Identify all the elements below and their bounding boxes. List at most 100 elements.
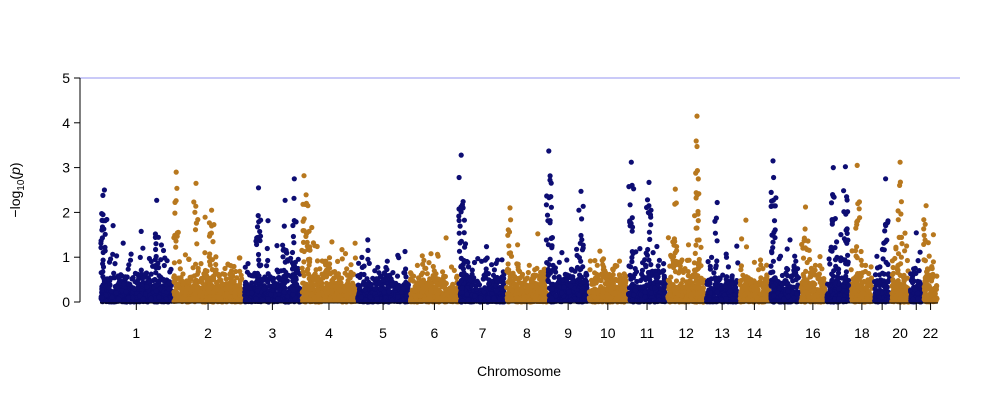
snp-point	[420, 261, 426, 267]
snp-point	[351, 287, 357, 293]
snp-point	[180, 271, 186, 277]
snp-point	[148, 295, 154, 301]
snp-point	[427, 293, 433, 299]
snp-point	[535, 289, 541, 295]
snp-point	[608, 286, 614, 292]
snp-point	[220, 271, 226, 277]
snp-point	[637, 246, 643, 252]
snp-point	[397, 299, 403, 305]
snp-point	[587, 258, 594, 264]
snp-point	[424, 271, 430, 277]
snp-point	[161, 262, 167, 269]
snp-point	[698, 244, 704, 250]
snp-point	[631, 292, 637, 298]
snp-point	[665, 235, 672, 241]
snp-point	[123, 289, 129, 295]
snp-point	[319, 258, 325, 264]
snp-point	[171, 260, 177, 266]
snp-point	[584, 272, 590, 278]
snp-point	[597, 248, 603, 254]
snp-point	[564, 277, 570, 283]
snp-point	[166, 280, 172, 286]
snp-point	[336, 276, 342, 282]
snp-point	[158, 242, 164, 248]
snp-point	[255, 251, 262, 258]
snp-point	[351, 282, 357, 288]
snp-point	[138, 267, 144, 273]
snp-point	[373, 276, 380, 282]
snp-point	[111, 270, 117, 276]
snp-point	[258, 262, 264, 268]
snp-point	[228, 278, 234, 284]
snp-point	[652, 285, 658, 291]
snp-point	[514, 295, 520, 301]
snp-point	[616, 258, 623, 264]
snp-point	[632, 266, 638, 272]
snp-point	[376, 270, 382, 276]
snp-point	[594, 271, 600, 277]
snp-point	[727, 288, 734, 294]
snp-point	[271, 283, 277, 289]
snp-point	[109, 294, 115, 300]
snp-point	[656, 257, 663, 263]
snp-point	[687, 278, 693, 284]
snp-point	[483, 270, 489, 276]
snp-point	[465, 264, 471, 270]
snp-point	[276, 287, 283, 293]
snp-point	[434, 251, 441, 257]
snp-point	[608, 295, 614, 301]
data-points	[98, 113, 940, 305]
snp-point	[227, 294, 233, 300]
snp-point	[465, 297, 471, 303]
snp-point	[110, 251, 116, 257]
snp-point	[186, 279, 192, 285]
snp-point	[142, 271, 148, 277]
snp-point	[610, 281, 617, 287]
snp-point	[574, 265, 581, 271]
snp-point	[493, 288, 500, 294]
snp-point	[183, 290, 189, 296]
snp-point	[314, 243, 320, 250]
snp-point	[561, 284, 567, 290]
snp-point	[384, 258, 390, 264]
snp-point	[356, 260, 362, 266]
snp-point	[130, 294, 136, 301]
snp-point	[375, 264, 381, 270]
snp-point	[199, 293, 205, 299]
snp-point	[405, 282, 411, 288]
snp-point	[653, 272, 659, 278]
snp-point	[176, 275, 182, 281]
snp-point	[168, 266, 174, 272]
snp-point	[568, 297, 574, 303]
snp-point	[408, 299, 414, 305]
snp-point	[532, 267, 538, 273]
snp-point	[184, 285, 190, 292]
snp-point	[357, 274, 363, 280]
snp-point	[202, 298, 208, 304]
snp-point	[160, 247, 167, 254]
snp-point	[411, 273, 417, 279]
snp-point	[242, 264, 248, 270]
snp-point	[743, 217, 749, 223]
snp-point	[722, 283, 729, 289]
snp-point	[315, 286, 321, 293]
snp-point	[586, 289, 593, 295]
snp-point	[341, 288, 347, 294]
snp-point	[198, 276, 204, 282]
snp-point	[564, 272, 570, 278]
snp-point	[559, 290, 565, 296]
snp-point	[642, 289, 648, 295]
snp-point	[423, 265, 429, 271]
snp-point	[138, 228, 144, 234]
snp-point	[131, 286, 137, 292]
snp-point	[395, 294, 401, 300]
snp-point	[315, 291, 322, 298]
snp-point	[282, 299, 289, 305]
snp-point	[454, 273, 460, 279]
snp-point	[509, 297, 515, 303]
snp-point	[656, 297, 662, 303]
snp-point	[550, 267, 556, 273]
snp-point	[127, 257, 134, 263]
snp-point	[517, 275, 523, 281]
